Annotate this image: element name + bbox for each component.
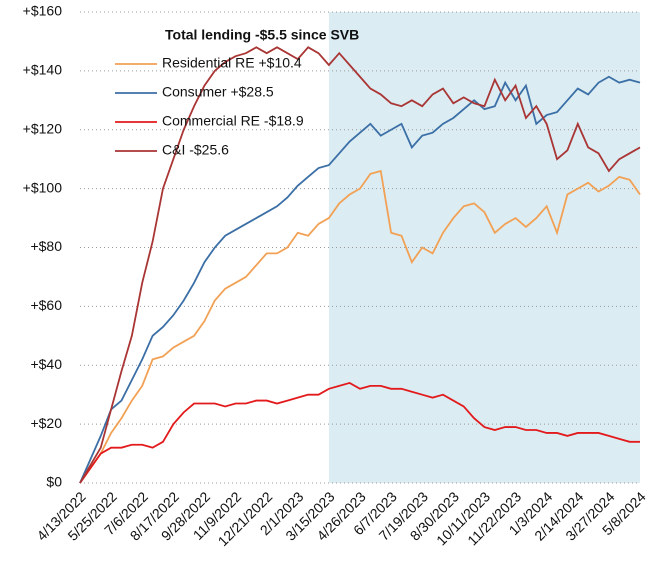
legend-label: Residential RE +$10.4: [162, 55, 302, 71]
y-tick-label: $0: [46, 474, 62, 490]
y-tick-label: +$160: [23, 3, 63, 19]
y-tick-label: +$120: [23, 120, 63, 136]
y-tick-label: +$20: [30, 415, 62, 431]
legend-title: Total lending -$5.5 since SVB: [165, 27, 359, 43]
y-tick-label: +$40: [30, 356, 62, 372]
series-line: [79, 46, 641, 484]
y-tick-label: +$80: [30, 238, 62, 254]
legend-label: Commercial RE -$18.9: [162, 113, 304, 129]
y-tick-label: +$140: [23, 62, 63, 78]
y-tick-label: +$100: [23, 179, 63, 195]
legend-label: C&I -$25.6: [162, 142, 229, 158]
series-line: [79, 75, 641, 484]
series-line: [79, 169, 641, 484]
legend-label: Consumer +$28.5: [162, 84, 274, 100]
series-line: [79, 381, 640, 484]
y-tick-label: +$60: [30, 297, 62, 313]
